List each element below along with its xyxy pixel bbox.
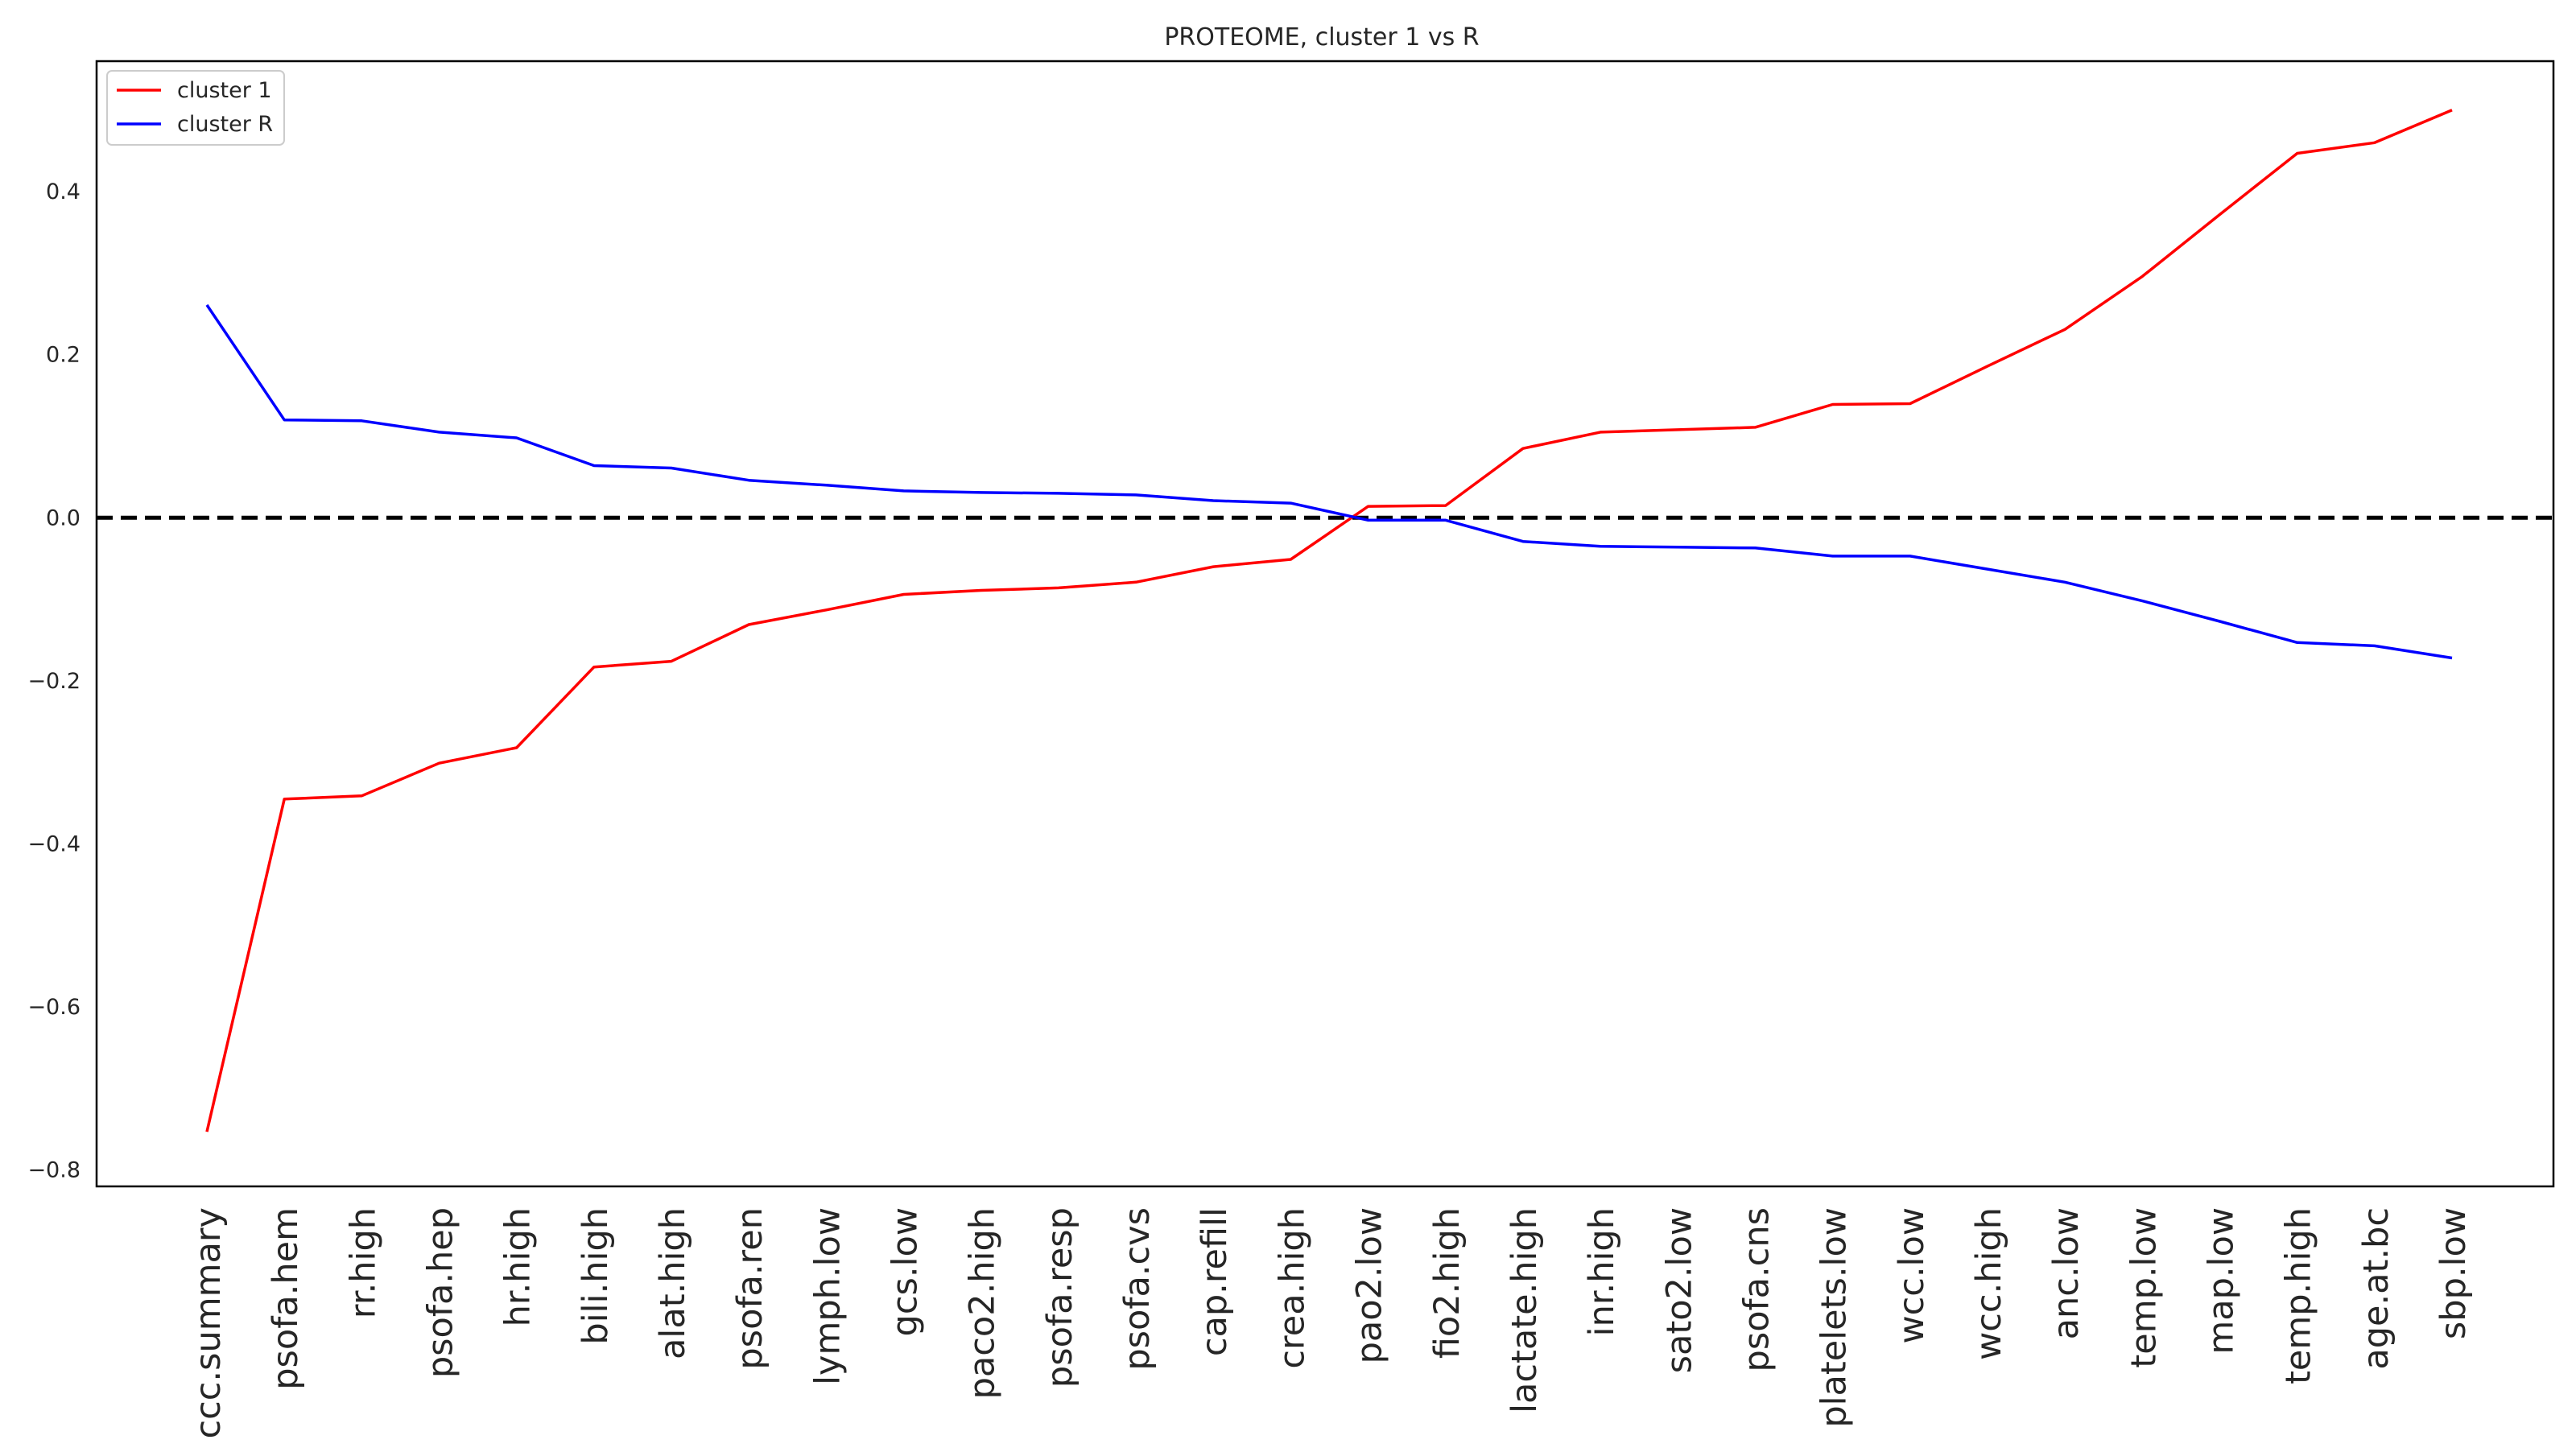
y-axis: −0.8 −0.6 −0.4 −0.2 0.0 0.2 0.4	[27, 179, 80, 1183]
x-tick-label: anc.low	[2046, 1207, 2087, 1339]
x-axis: ccc.summary psofa.hem rr.high psofa.hep hr.h…	[188, 1207, 2474, 1439]
x-tick-label: platelets.low	[1814, 1207, 1855, 1428]
x-tick-label: fio2.high	[1427, 1207, 1468, 1359]
x-tick-label: psofa.cns	[1736, 1207, 1777, 1372]
legend: cluster 1 cluster R	[106, 70, 285, 146]
x-tick-label: inr.high	[1582, 1207, 1622, 1336]
x-tick-label: ccc.summary	[188, 1207, 229, 1439]
x-tick-label: temp.low	[2124, 1207, 2164, 1368]
x-tick-label: gcs.low	[886, 1207, 926, 1336]
plot-frame	[95, 60, 2555, 1188]
y-tick-label: −0.8	[27, 1158, 80, 1183]
chart-title: PROTEOME, cluster 1 vs R	[1164, 23, 1479, 52]
y-tick-label: −0.2	[27, 669, 80, 694]
x-tick-label: sato2.low	[1659, 1207, 1699, 1373]
x-tick-label: wcc.high	[1969, 1207, 2009, 1360]
x-tick-label: psofa.cvs	[1117, 1207, 1158, 1371]
x-tick-label: psofa.ren	[730, 1207, 770, 1370]
x-tick-label: psofa.hem	[266, 1207, 306, 1390]
legend-label: cluster R	[177, 112, 273, 137]
series-line-cluster-r	[205, 303, 2453, 660]
y-tick-label: −0.6	[27, 995, 80, 1020]
y-tick-label: 0.2	[46, 343, 80, 368]
y-tick-label: 0.0	[46, 505, 80, 530]
x-tick-label: bili.high	[576, 1207, 616, 1345]
x-tick-label: age.at.bc	[2356, 1207, 2396, 1370]
x-tick-label: temp.high	[2279, 1207, 2319, 1384]
x-tick-label: cap.refill	[1195, 1207, 1235, 1356]
x-tick-label: psofa.hep	[421, 1207, 461, 1378]
x-tick-label: map.low	[2201, 1207, 2241, 1355]
y-tick-label: 0.4	[46, 179, 80, 204]
x-tick-label: hr.high	[498, 1207, 539, 1326]
x-tick-label: lactate.high	[1505, 1207, 1545, 1413]
legend-label: cluster 1	[177, 78, 272, 103]
series-layer	[205, 109, 2453, 1132]
x-tick-label: paco2.high	[963, 1207, 1003, 1399]
x-tick-label: pao2.low	[1350, 1207, 1390, 1363]
x-tick-label: lymph.low	[807, 1207, 848, 1385]
y-tick-label: −0.4	[27, 832, 80, 857]
x-tick-label: sbp.low	[2434, 1207, 2474, 1339]
series-line-cluster-1	[205, 109, 2453, 1132]
x-tick-label: psofa.resp	[1040, 1207, 1080, 1388]
x-tick-label: alat.high	[653, 1207, 693, 1359]
x-tick-label: rr.high	[343, 1207, 383, 1318]
x-tick-label: crea.high	[1272, 1207, 1312, 1369]
x-tick-label: wcc.low	[1892, 1207, 1932, 1344]
